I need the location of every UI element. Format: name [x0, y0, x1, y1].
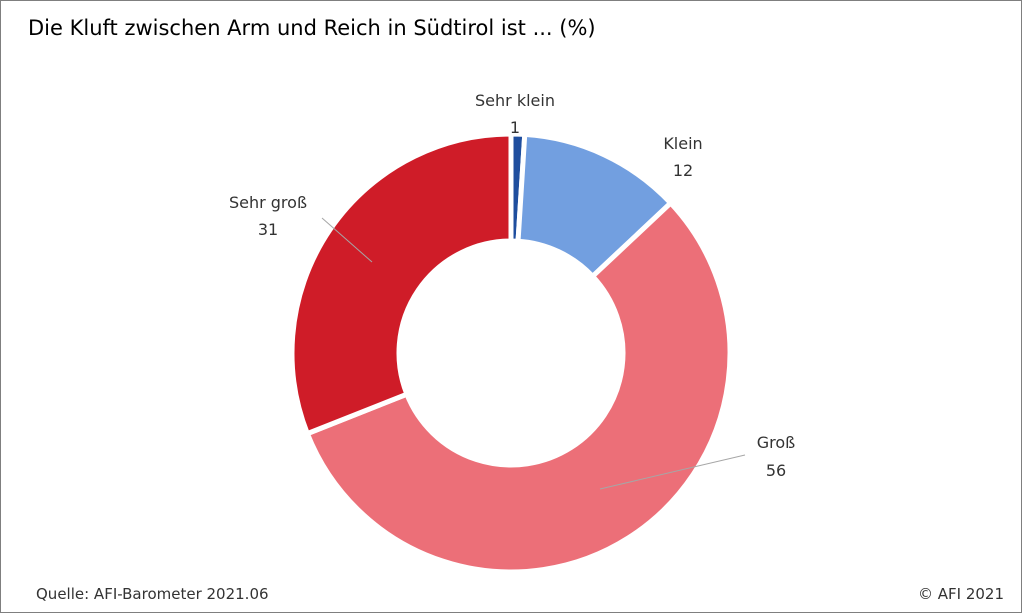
leader-lines — [321, 217, 746, 490]
slice-labels: Sehr klein 1 Klein 12 Groß 56 Sehr groß 31 — [229, 91, 795, 480]
leader-line — [321, 217, 373, 263]
slice-value-label: 56 — [766, 461, 786, 480]
chart-title: Die Kluft zwischen Arm und Reich in Südt… — [28, 16, 596, 40]
slice-category-label: Sehr klein — [475, 91, 555, 110]
slice-value-label: 1 — [510, 118, 520, 137]
slice-category-label: Groß — [757, 433, 796, 452]
leader-line — [599, 454, 746, 490]
slice-category-label: Sehr groß — [229, 193, 307, 212]
slice-value-label: 31 — [258, 220, 278, 239]
slice-sehr-gross — [289, 131, 514, 437]
source-note: Quelle: AFI-Barometer 2021.06 — [36, 585, 269, 603]
slice-category-label: Klein — [663, 134, 702, 153]
slice-value-label: 12 — [673, 161, 693, 180]
copyright-note: © AFI 2021 — [917, 585, 1004, 603]
slice-gross — [304, 199, 733, 575]
donut-slices — [289, 131, 733, 575]
